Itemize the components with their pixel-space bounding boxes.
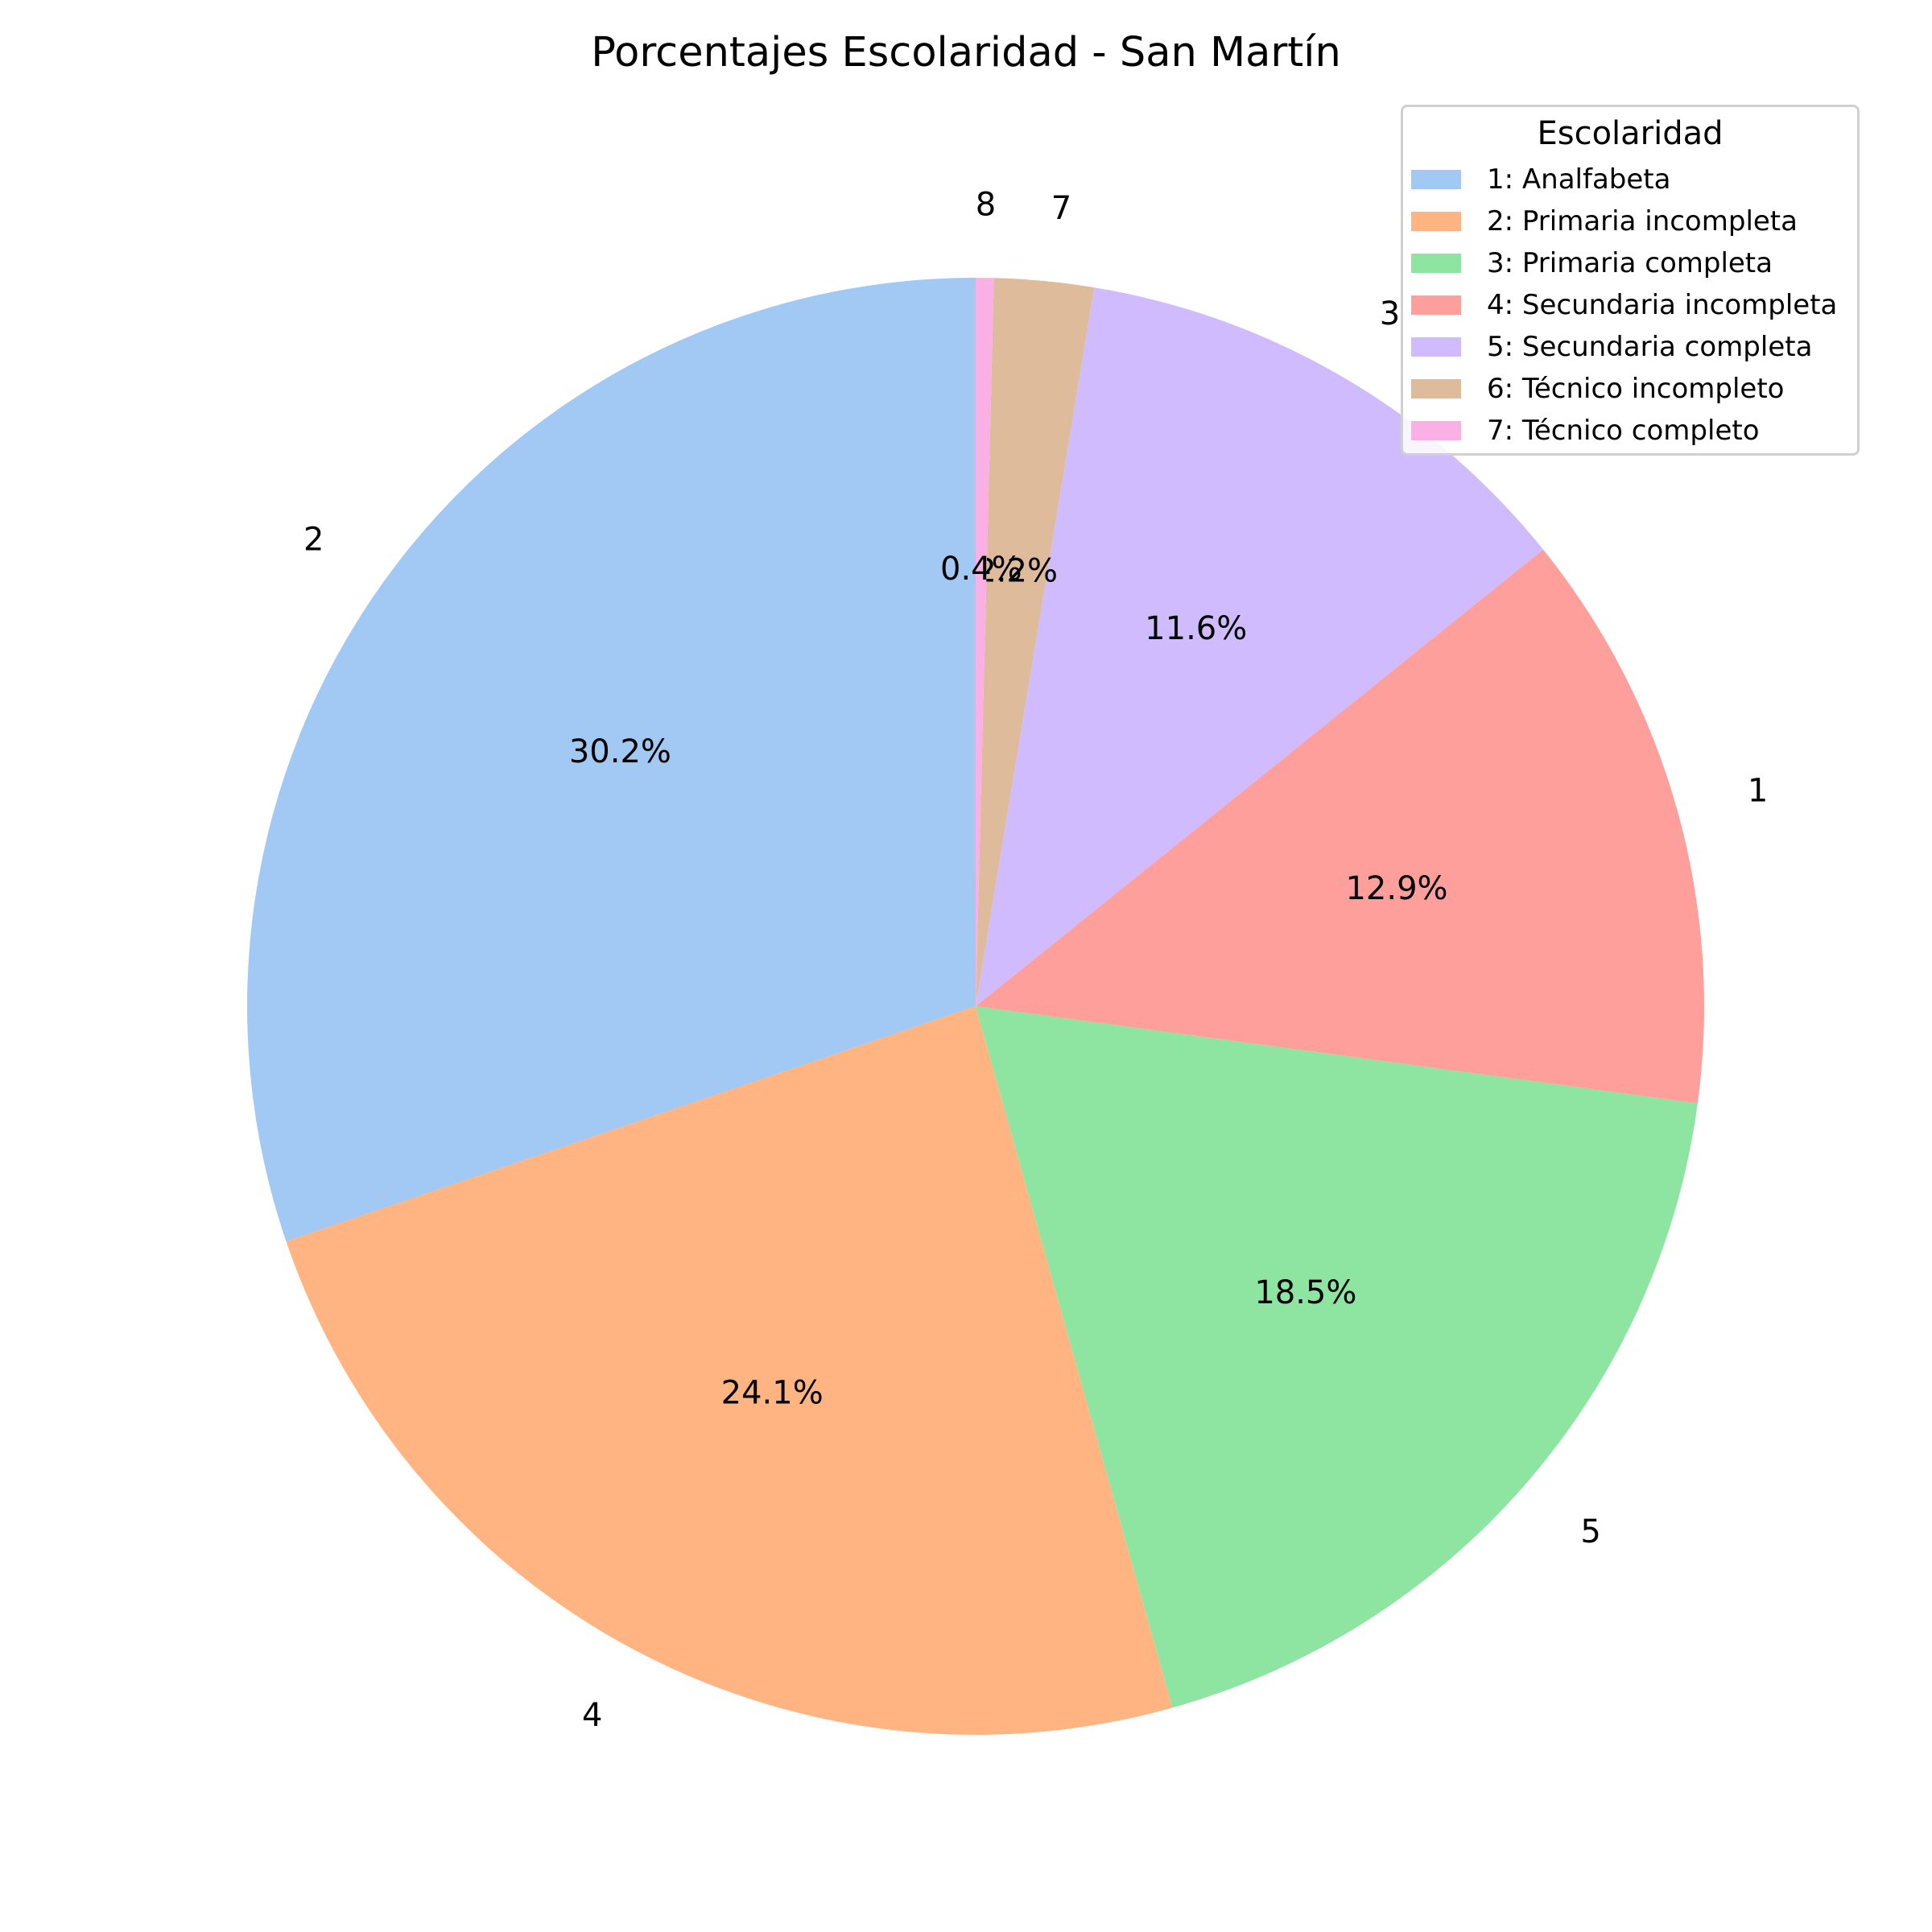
legend-label: 5: Secundaria completa: [1487, 331, 1813, 363]
slice-percent-label: 18.5%: [1254, 1274, 1356, 1311]
chart-title: Porcentajes Escolaridad - San Martín: [591, 29, 1341, 76]
legend-label: 6: Técnico incompleto: [1487, 373, 1785, 405]
pie-slice-3: [976, 287, 1544, 1006]
legend-label: 4: Secundaria incompleta: [1487, 289, 1838, 321]
slice-label: 1: [1748, 773, 1768, 810]
legend-item: 6: Técnico incompleto: [1403, 368, 1857, 410]
slice-label: 8: [976, 187, 996, 224]
legend: Escolaridad 1: Analfabeta 2: Primaria in…: [1401, 105, 1860, 456]
pie-slice-2: [247, 278, 976, 1242]
legend-swatch: [1411, 212, 1461, 231]
slice-percent-label: 2.2%: [976, 552, 1058, 589]
legend-item: 5: Secundaria completa: [1403, 326, 1857, 368]
slice-label: 5: [1580, 1513, 1600, 1550]
slice-label: 7: [1051, 190, 1071, 227]
legend-swatch: [1411, 421, 1461, 440]
pie-slice-1: [976, 549, 1704, 1104]
legend-label: 3: Primaria completa: [1487, 247, 1773, 279]
legend-swatch: [1411, 337, 1461, 357]
legend-label: 1: Analfabeta: [1487, 163, 1671, 196]
legend-item: 1: Analfabeta: [1403, 159, 1857, 200]
slice-percent-label: 11.6%: [1145, 610, 1247, 647]
slice-label: 4: [582, 1697, 602, 1734]
pie-slice-8: [976, 278, 994, 1006]
legend-label: 7: Técnico completo: [1487, 415, 1760, 447]
pie-slice-7: [976, 278, 1095, 1006]
slice-percent-label: 12.9%: [1345, 870, 1447, 907]
legend-swatch: [1411, 170, 1461, 189]
pie-slice-4: [286, 1006, 1173, 1735]
legend-item: 4: Secundaria incompleta: [1403, 284, 1857, 326]
slice-label: 2: [303, 522, 324, 559]
legend-item: 2: Primaria incompleta: [1403, 200, 1857, 242]
legend-swatch: [1411, 295, 1461, 315]
legend-swatch: [1411, 254, 1461, 273]
slice-percent-label: 30.2%: [569, 733, 671, 770]
legend-label: 2: Primaria incompleta: [1487, 205, 1798, 237]
legend-item: 7: Técnico completo: [1403, 410, 1857, 452]
slice-percent-label: 24.1%: [721, 1375, 824, 1412]
slice-percent-label: 0.4%: [940, 551, 1022, 588]
legend-item: 3: Primaria completa: [1403, 242, 1857, 284]
slice-label: 3: [1380, 295, 1400, 332]
legend-swatch: [1411, 379, 1461, 398]
pie-slice-5: [976, 1006, 1698, 1708]
legend-title: Escolaridad: [1537, 115, 1724, 152]
